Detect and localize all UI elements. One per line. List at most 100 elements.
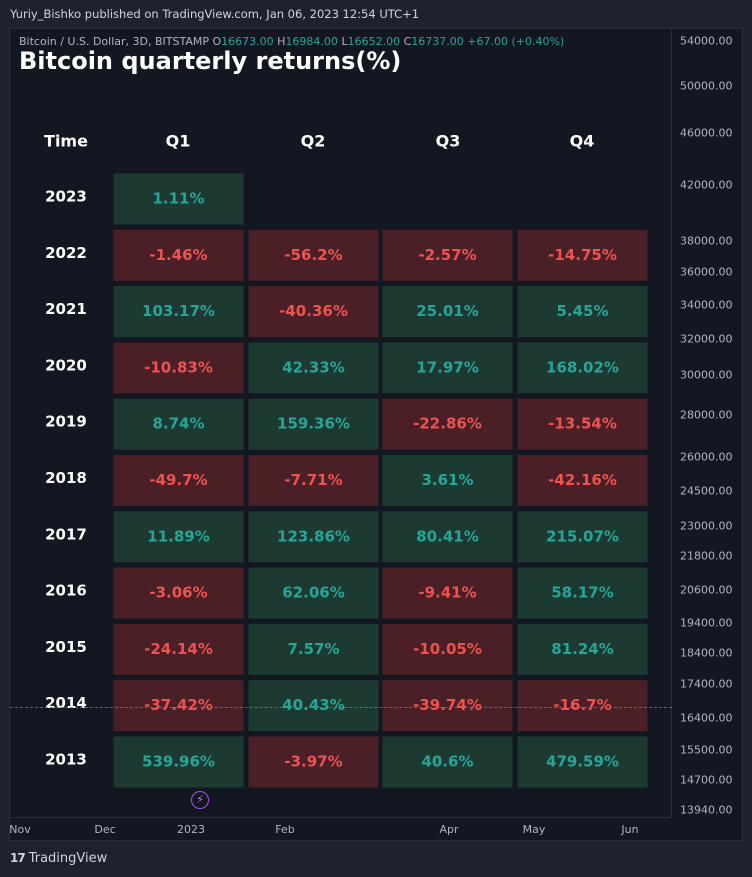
price-tick: 13940.00 <box>680 803 733 817</box>
return-value: 25.01% <box>416 302 478 320</box>
return-value: -3.06% <box>149 584 207 602</box>
price-tick: 14700.00 <box>680 773 733 787</box>
return-cell <box>112 285 245 339</box>
return-cell <box>381 622 514 676</box>
return-cell <box>381 735 514 789</box>
return-value: 62.06% <box>282 584 344 602</box>
return-cell <box>112 397 245 451</box>
time-tick: May <box>522 823 546 836</box>
return-value: -10.83% <box>144 358 213 376</box>
return-value: -13.54% <box>548 415 617 433</box>
return-cell <box>516 622 649 676</box>
row-year: 2019 <box>45 413 87 431</box>
return-cell <box>381 510 514 564</box>
return-value: -16.7% <box>553 696 611 714</box>
high-label: H <box>277 35 286 48</box>
return-value: 8.74% <box>152 415 204 433</box>
return-cell <box>381 566 514 620</box>
return-cell <box>112 341 245 395</box>
time-tick: Dec <box>94 823 116 836</box>
column-header: Q3 <box>436 132 461 151</box>
return-cell <box>112 228 245 282</box>
return-value: -56.2% <box>284 246 342 264</box>
return-value: 168.02% <box>546 358 619 376</box>
time-tick: Apr <box>439 823 459 836</box>
row-year: 2023 <box>45 188 87 206</box>
change-value: +67.00 (+0.40%) <box>467 35 565 48</box>
return-value: 159.36% <box>277 415 350 433</box>
return-value: 81.24% <box>551 640 613 658</box>
return-value: 17.97% <box>416 358 478 376</box>
return-cell <box>247 566 380 620</box>
crosshair-line <box>10 707 672 708</box>
return-value: -39.74% <box>413 696 482 714</box>
return-value: 7.57% <box>287 640 339 658</box>
price-tick: 46000.00 <box>680 126 733 140</box>
return-value: 103.17% <box>142 302 215 320</box>
return-cell <box>381 679 514 733</box>
return-cell <box>516 285 649 339</box>
return-value: -14.75% <box>548 246 617 264</box>
column-header: Time <box>44 132 88 151</box>
price-tick: 19400.00 <box>680 616 733 630</box>
return-value: -49.7% <box>149 471 207 489</box>
price-tick: 42000.00 <box>680 178 733 192</box>
return-value: 3.61% <box>421 471 473 489</box>
chart-pane[interactable]: Bitcoin / U.S. Dollar, 3D, BITSTAMP O166… <box>9 28 743 841</box>
return-cell <box>381 341 514 395</box>
time-tick: Nov <box>9 823 31 836</box>
return-cell <box>516 454 649 507</box>
price-tick: 28000.00 <box>680 408 733 422</box>
return-value: 40.43% <box>282 696 344 714</box>
price-tick: 30000.00 <box>680 368 733 382</box>
column-header: Q2 <box>301 132 326 151</box>
price-tick: 26000.00 <box>680 450 733 464</box>
price-tick: 23000.00 <box>680 519 733 533</box>
return-cell <box>247 397 380 451</box>
return-cell <box>112 510 245 564</box>
lightning-icon[interactable]: ⚡ <box>191 791 209 809</box>
price-tick: 17400.00 <box>680 677 733 691</box>
row-year: 2022 <box>45 244 87 262</box>
return-cell <box>381 285 514 339</box>
price-tick: 20600.00 <box>680 583 733 597</box>
return-value: -1.46% <box>149 246 207 264</box>
time-tick: Jun <box>621 823 639 836</box>
return-cell <box>381 454 514 507</box>
row-year: 2016 <box>45 582 87 600</box>
footer: 17 TradingView <box>10 848 107 868</box>
row-year: 2015 <box>45 638 87 656</box>
return-value: -9.41% <box>418 584 476 602</box>
return-cell <box>247 679 380 733</box>
return-value: -42.16% <box>548 471 617 489</box>
return-cell <box>112 566 245 620</box>
time-axis[interactable]: Nov Dec 2023 Feb Apr May Jun <box>9 817 672 841</box>
plot-area[interactable]: Bitcoin / U.S. Dollar, 3D, BITSTAMP O166… <box>10 29 672 817</box>
return-cell <box>381 228 514 282</box>
return-value: 479.59% <box>546 753 619 771</box>
chart-title: Bitcoin quarterly returns(%) <box>19 47 402 75</box>
close-label: C <box>403 35 412 48</box>
return-value: 42.33% <box>282 358 344 376</box>
return-value: -24.14% <box>144 640 213 658</box>
time-tick: Feb <box>275 823 295 836</box>
row-year: 2017 <box>45 525 87 543</box>
return-value: -37.42% <box>144 696 213 714</box>
return-value: -10.05% <box>413 640 482 658</box>
return-value: 58.17% <box>551 584 613 602</box>
return-value: 5.45% <box>556 302 608 320</box>
return-cell <box>516 735 649 789</box>
price-tick: 18400.00 <box>680 646 733 660</box>
return-value: -40.36% <box>279 302 348 320</box>
row-year: 2020 <box>45 356 87 374</box>
open-value: 16673.00 <box>221 35 274 48</box>
return-cell <box>112 622 245 676</box>
row-year: 2014 <box>45 694 87 712</box>
low-value: 16652.00 <box>347 35 401 48</box>
return-value: 123.86% <box>277 527 350 545</box>
high-value: 16984.00 <box>285 35 338 48</box>
price-tick: 32000.00 <box>680 332 733 346</box>
price-axis[interactable]: 54000.00 50000.00 46000.00 42000.00 38000.00… <box>672 29 743 817</box>
return-value: 215.07% <box>546 527 619 545</box>
open-label: O <box>212 35 222 48</box>
